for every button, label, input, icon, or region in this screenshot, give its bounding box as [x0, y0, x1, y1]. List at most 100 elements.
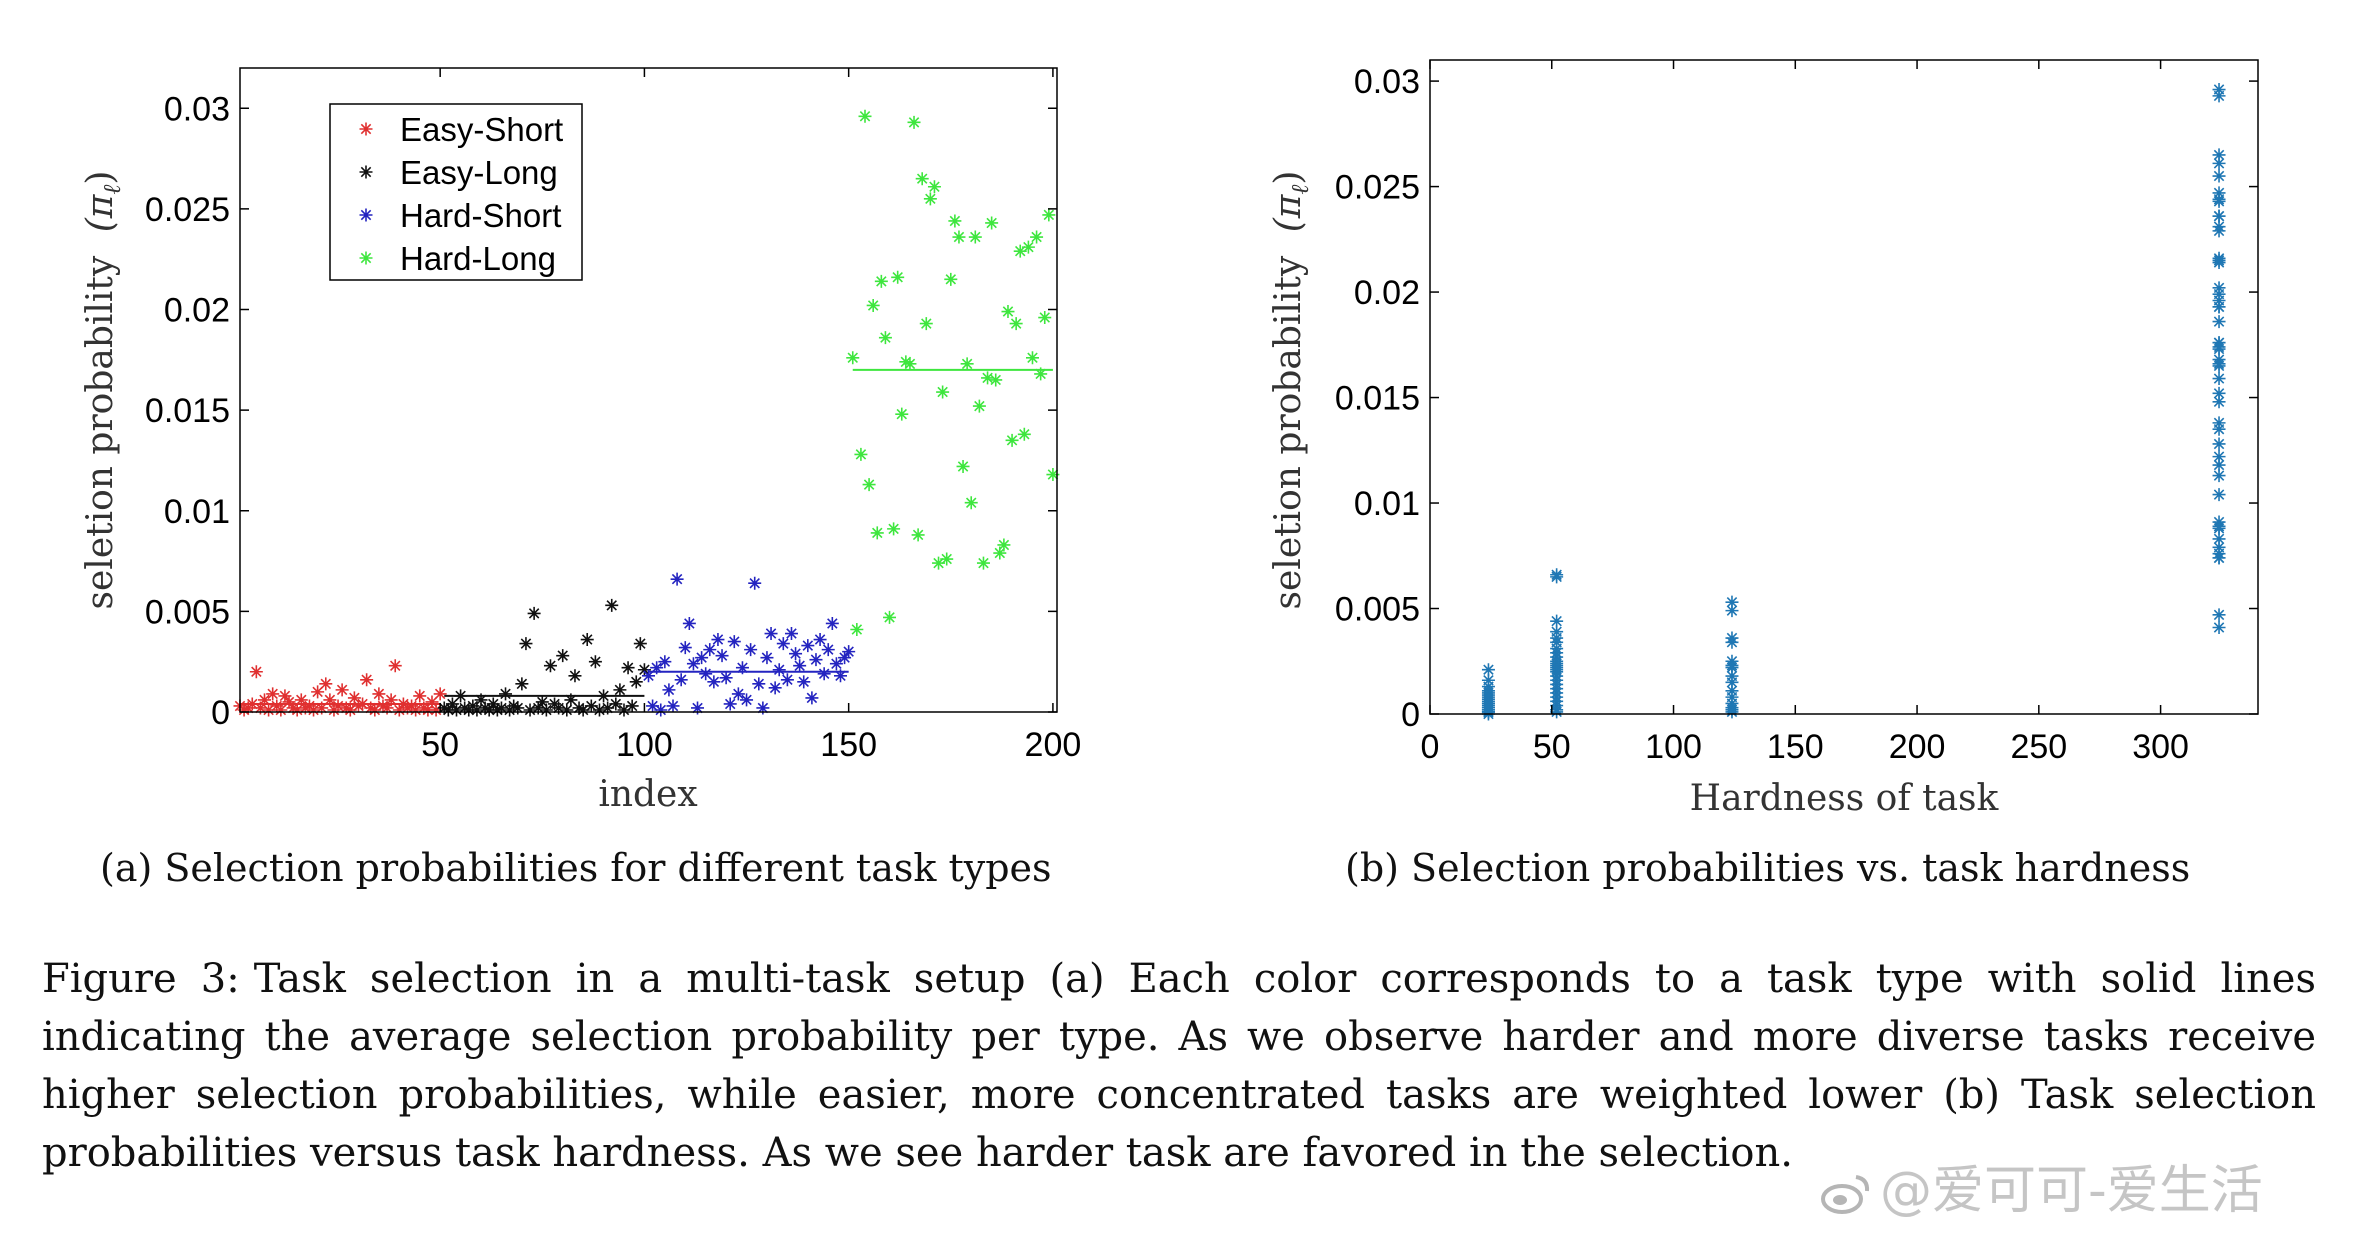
point-hard-short: [829, 657, 843, 671]
point-hard-short: [756, 701, 770, 715]
point-easy-long: [470, 703, 484, 717]
y-tick-label: 0.01: [1354, 485, 1420, 523]
point-hardness-124: [1725, 604, 1739, 618]
point-easy-long: [539, 703, 553, 717]
point-hardness-324: [2212, 256, 2226, 270]
point-easy-long: [633, 637, 647, 651]
point-hard-long: [903, 357, 917, 371]
point-hard-short: [768, 681, 782, 695]
point-hard-long: [883, 610, 897, 624]
point-hard-long: [972, 399, 986, 413]
point-hardness-324: [2212, 156, 2226, 170]
legend-label: Easy-Long: [400, 154, 558, 191]
point-hard-short: [780, 673, 794, 687]
y-tick-label: 0.005: [145, 593, 230, 631]
point-hardness-324: [2212, 386, 2226, 400]
plot-b-marks: [1481, 83, 2226, 721]
point-hard-short: [682, 616, 696, 630]
series-hard-short: [642, 572, 856, 717]
point-hardness-324: [2212, 224, 2226, 238]
plot-a-xlabel: index: [598, 774, 697, 815]
point-hardness-324: [2212, 148, 2226, 162]
column-hardness-24: [1481, 663, 1495, 721]
point-hard-short: [793, 659, 807, 673]
point-hard-short: [809, 653, 823, 667]
point-easy-long: [613, 683, 627, 697]
point-hardness-324: [2212, 89, 2226, 103]
plot-a-ylabel-text: seletion probability: [80, 255, 121, 609]
point-easy-short: [360, 673, 374, 687]
point-hard-short: [805, 691, 819, 705]
point-easy-short: [372, 687, 386, 701]
plot-a-ylabel-symbol: (π: [80, 193, 121, 232]
legend-items: Easy-Short Easy-Long Hard-Short Hard-Long: [359, 111, 563, 277]
point-hard-short: [764, 627, 778, 641]
plot-a-marks: [233, 109, 1060, 717]
point-hard-long: [948, 214, 962, 228]
point-hardness-324: [2212, 194, 2226, 208]
y-tick-label: 0.025: [145, 191, 230, 229]
point-easy-long: [515, 677, 529, 691]
point-hard-long: [1009, 317, 1023, 331]
point-hard-short: [711, 633, 725, 647]
point-hard-short: [752, 677, 766, 691]
point-hard-short: [686, 657, 700, 671]
point-easy-long: [445, 697, 459, 711]
legend-marker-hard-long: [359, 251, 373, 265]
point-easy-long: [511, 701, 525, 715]
subfigure-a-caption: (a) Selection probabilities for differen…: [100, 846, 1052, 890]
point-easy-short: [392, 703, 406, 717]
point-hard-long: [866, 298, 880, 312]
point-easy-long: [637, 663, 651, 677]
point-easy-long: [580, 633, 594, 647]
point-hard-short: [666, 699, 680, 713]
point-easy-short: [351, 699, 365, 713]
point-hardness-324: [2212, 300, 2226, 314]
point-hard-short: [707, 675, 721, 689]
point-hard-long: [1001, 305, 1015, 319]
column-hardness-324: [2212, 83, 2226, 635]
point-hard-long: [862, 478, 876, 492]
point-easy-short: [253, 701, 267, 715]
plot-a-ylabel-subscript: ℓ: [98, 185, 126, 195]
point-easy-short: [331, 699, 345, 713]
point-hard-long: [899, 355, 913, 369]
point-easy-short: [433, 687, 447, 701]
point-hard-short: [838, 651, 852, 665]
x-tick-label: 100: [1645, 728, 1702, 766]
point-hard-long: [895, 407, 909, 421]
point-easy-long: [625, 699, 639, 713]
x-tick-label: 200: [1889, 728, 1946, 766]
point-easy-short: [376, 699, 390, 713]
point-hard-short: [731, 687, 745, 701]
point-hardness-52: [1550, 614, 1564, 628]
point-easy-long: [592, 703, 606, 717]
point-easy-long: [572, 701, 586, 715]
plot-b: 0 50 100 150 200 250 300 0 0.005 0.01 0.015 0.02 0.0…: [1268, 59, 2259, 819]
point-easy-short: [380, 701, 394, 715]
point-hard-short: [772, 663, 786, 677]
legend-item: Hard-Short: [359, 197, 561, 234]
point-easy-short: [274, 703, 288, 717]
point-easy-long: [601, 701, 615, 715]
subfigure-b-caption: (b) Selection probabilities vs. task har…: [1345, 846, 2191, 890]
x-tick-label: 0: [1421, 728, 1440, 766]
point-hard-short: [642, 669, 655, 683]
point-easy-long: [609, 697, 623, 711]
point-hard-short: [735, 661, 749, 675]
point-hardness-324: [2212, 608, 2226, 622]
point-hard-short: [797, 675, 811, 689]
point-hard-long: [936, 385, 950, 399]
x-tick-label: 150: [1767, 728, 1824, 766]
point-easy-short: [368, 703, 382, 717]
point-hard-long: [923, 192, 937, 206]
series-hard-long: [846, 109, 1060, 636]
point-hardness-324: [2212, 372, 2226, 386]
point-hard-long: [915, 172, 929, 186]
point-hardness-324: [2212, 521, 2226, 535]
weibo-logo-icon: [1821, 1175, 1870, 1214]
plot-b-ylabel-close: ): [1268, 171, 1309, 185]
point-hardness-324: [2212, 169, 2226, 183]
point-easy-short: [364, 701, 378, 715]
point-easy-short: [290, 703, 304, 717]
